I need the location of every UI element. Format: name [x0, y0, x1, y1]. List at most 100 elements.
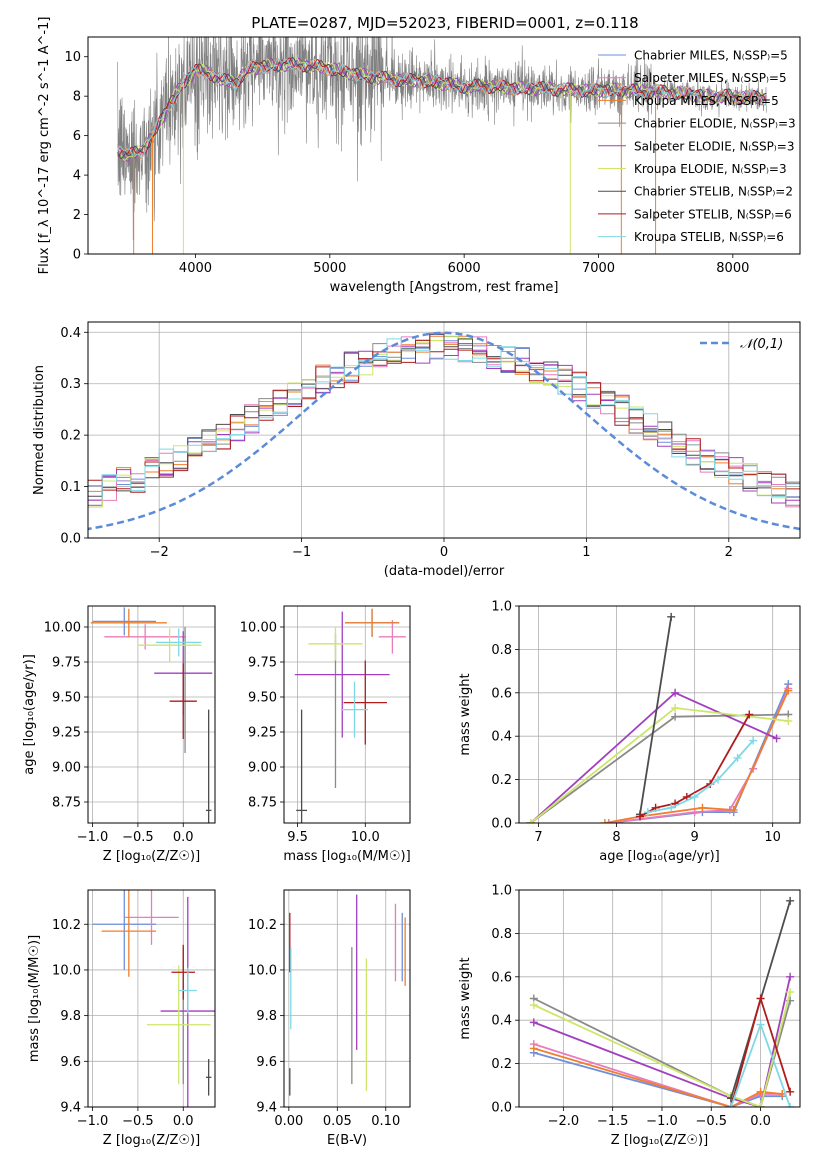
figure-title: PLATE=0287, MJD=52023, FIBERID=0001, z=0…: [251, 14, 638, 32]
mass-ebv-xtick-label: 0.00: [274, 1114, 303, 1129]
weight-Z-ytick-label: 0.8: [491, 927, 512, 942]
spectrum-legend-label: Salpeter MILES, N₍SSP₎=5: [634, 71, 787, 85]
spectrum-legend-label: Chabrier MILES, N₍SSP₎=5: [634, 49, 788, 63]
age-Z-xtick-label: −1.0: [77, 830, 109, 845]
age-Z-ytick-label: 8.75: [52, 796, 81, 811]
mass-ebv-ytick-label: 9.6: [256, 1055, 277, 1070]
weight-Z-xtick-label: −2.0: [548, 1114, 580, 1129]
weight-Z-ytick-label: 0.2: [491, 1057, 512, 1072]
hist-ytick-label: 0.1: [60, 480, 81, 495]
spectrum-xtick-label: 6000: [448, 261, 481, 276]
weight-age-marker: [643, 808, 652, 817]
mass-ebv-ytick-label: 10.2: [248, 918, 277, 933]
spectrum-ylabel: Flux [f_λ 10^-17 erg cm^-2 s^-1 A^-1]: [37, 17, 52, 275]
age-Z-ytick-label: 9.75: [52, 656, 81, 671]
mass-ebv-ytick-label: 10.0: [248, 963, 277, 978]
weight-Z-xlabel: Z [log₁₀(Z/Z☉)]: [611, 1133, 708, 1148]
hist-xtick-label: 2: [725, 545, 733, 560]
spectrum-legend-label: Kroupa STELIB, N₍SSP₎=6: [634, 230, 784, 244]
weight-age-marker: [667, 612, 676, 621]
spectrum-xtick-label: 8000: [716, 261, 749, 276]
weight-age-marker: [671, 712, 680, 721]
mass-Z-xlabel: Z [log₁₀(Z/Z☉)]: [103, 1133, 200, 1148]
hist-plot: [88, 331, 800, 531]
mass-ebv-ytick-label: 9.4: [256, 1101, 277, 1116]
spectrum-plot: [117, 37, 767, 254]
spectrum-ytick-label: 0: [73, 248, 81, 263]
weight-age-marker: [729, 805, 738, 814]
weight-age-ytick-label: 1.0: [491, 600, 512, 615]
spectrum-ytick-label: 4: [73, 169, 81, 184]
age-Z-plot: [90, 607, 213, 823]
age-Z-frame: [87, 605, 216, 824]
weight-age-marker: [671, 703, 680, 712]
age-mass-xlabel: mass [log₁₀(M/M☉)]: [283, 849, 410, 864]
hist-step-series: [88, 333, 800, 497]
age-mass-xtick-label: 9.5: [287, 830, 308, 845]
weight-Z-xtick-label: −0.5: [695, 1114, 727, 1129]
age-mass-ytick-label: 9.25: [248, 726, 277, 741]
spectrum-xtick-label: 7000: [582, 261, 615, 276]
age-mass-xtick-label: 10.0: [351, 830, 380, 845]
weight-age-marker: [745, 710, 754, 719]
weight-age-marker: [690, 792, 699, 801]
weight-Z-marker: [756, 1020, 765, 1029]
weight-Z-marker: [726, 1103, 735, 1107]
mass-Z-frame: [87, 889, 216, 1108]
mass-ebv-frame: [283, 889, 411, 1108]
weight-age-marker: [526, 819, 535, 823]
weight-Z-xtick-label: −1.0: [646, 1114, 678, 1129]
weight-Z-marker: [786, 987, 795, 996]
weight-age-marker: [604, 819, 613, 823]
weight-age-xlabel: age [log₁₀(age/yr)]: [599, 849, 720, 864]
weight-age-series-line: [608, 688, 790, 823]
weight-Z-series-line: [533, 976, 791, 1107]
weight-age-xtick-label: 8: [612, 830, 620, 845]
weight-age-marker: [749, 736, 758, 745]
weight-Z-marker: [756, 994, 765, 1003]
weight-Z-marker: [529, 1001, 538, 1010]
age-mass-frame: [283, 605, 411, 824]
weight-Z-marker: [756, 1103, 765, 1107]
mass-Z-axes: −1.0 −0.5 0.0 9.4 9.6 9.8 10.0 10.2 Z [log₁₀(Z/Z…: [27, 889, 216, 1148]
weight-age-ytick-label: 0.6: [491, 686, 512, 701]
hist-gaussian-curve: [88, 331, 800, 531]
hist-xtick-label: −2: [150, 545, 169, 560]
weight-age-marker: [784, 686, 793, 695]
spectrum-xtick-label: 5000: [313, 261, 346, 276]
mass-Z-xtick-label: 0.0: [173, 1114, 194, 1129]
mass-ebv-plot: [289, 894, 406, 1096]
weight-Z-ylabel: mass weight: [458, 957, 473, 1039]
weight-age-axes: 7 8 9 10 0.0 0.2 0.4 0.6 0.8 1.0 age [log₁₀(age/yr…: [458, 600, 801, 864]
spectrum-ytick-label: 2: [73, 208, 81, 223]
weight-Z-series-line: [533, 1047, 783, 1107]
age-Z-axes: −1.0 −0.5 0.0 8.75 9.00 9.25 9.50 9.75 10.00 Z [l…: [22, 605, 216, 864]
weight-age-marker: [667, 803, 676, 812]
spectrum-xlabel: wavelength [Angstrom, rest frame]: [330, 280, 559, 295]
weight-age-marker: [671, 688, 680, 697]
weight-age-ytick-label: 0.4: [491, 730, 512, 745]
mass-Z-ytick-label: 9.6: [60, 1055, 81, 1070]
hist-step-series: [88, 343, 800, 504]
weight-Z-ytick-label: 0.4: [491, 1014, 512, 1029]
weight-Z-series-line: [533, 991, 791, 1107]
weight-Z-xtick-label: 0.0: [750, 1114, 771, 1129]
weight-age-marker: [600, 819, 609, 823]
weight-age-plot: [526, 612, 793, 823]
age-Z-ytick-label: 9.50: [52, 691, 81, 706]
weight-Z-marker: [529, 1018, 538, 1027]
mass-ebv-xtick-label: 0.10: [371, 1114, 400, 1129]
weight-Z-marker: [786, 972, 795, 981]
weight-age-ytick-label: 0.8: [491, 643, 512, 658]
weight-Z-xtick-label: −1.5: [597, 1114, 629, 1129]
weight-Z-axes: −2.0 −1.5 −1.0 −0.5 0.0 0.0 0.2 0.4 0.6 0.8 1.0 Z […: [458, 884, 801, 1148]
hist-ytick-label: 0.2: [60, 429, 81, 444]
weight-Z-ytick-label: 0.0: [491, 1101, 512, 1116]
age-Z-xtick-label: 0.0: [173, 830, 194, 845]
hist-ytick-label: 0.4: [60, 326, 81, 341]
age-Z-ytick-label: 10.00: [44, 621, 81, 636]
hist-legend-label: 𝒩(0,1): [740, 337, 783, 352]
weight-Z-series-line: [533, 1043, 783, 1107]
weight-age-marker: [733, 753, 742, 762]
spectrum-legend-label: Kroupa ELODIE, N₍SSP₎=3: [634, 162, 787, 176]
